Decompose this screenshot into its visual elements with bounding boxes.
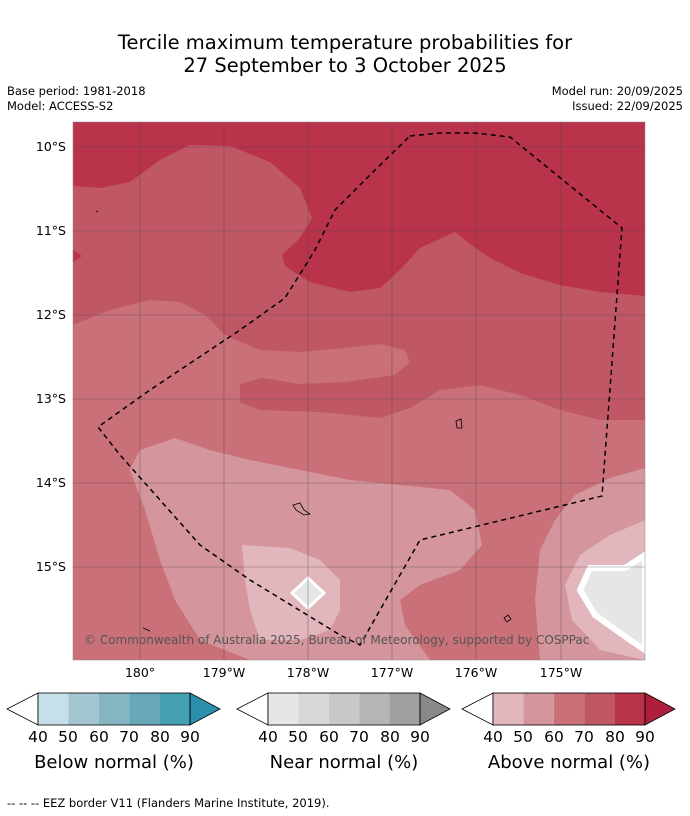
islands <box>95 210 512 632</box>
colorbar-frame <box>492 692 646 726</box>
tick: 60 <box>89 728 109 746</box>
colorbar-swatch <box>328 693 360 725</box>
tick: 70 <box>119 728 139 746</box>
map-frame <box>72 121 646 661</box>
colorbar-below-swatches <box>6 692 221 726</box>
model-name: Model: ACCESS-S2 <box>7 99 114 113</box>
tick: 50 <box>288 728 308 746</box>
colorbar-below-title: Below normal (%) <box>34 752 194 773</box>
tick: 40 <box>258 728 278 746</box>
colorbar-swatch <box>553 693 585 725</box>
lat-label: 11°S <box>35 223 66 238</box>
tick: 60 <box>319 728 339 746</box>
island-tiny <box>95 210 99 213</box>
colorbar-swatch <box>68 693 99 725</box>
colorbar-extend-low <box>461 692 494 726</box>
tick: 90 <box>635 728 655 746</box>
colorbar-swatch <box>159 693 190 725</box>
meta-left: Base period: 1981-2018 Model: ACCESS-S2 <box>7 84 146 114</box>
colorbar-above-swatches <box>461 692 676 726</box>
title-line-1: Tercile maximum temperature probabilitie… <box>117 31 573 54</box>
copyright-notice: © Commonwealth of Australia 2025, Bureau… <box>84 633 590 647</box>
colorbar-extend-low <box>6 692 39 726</box>
lon-label: 179°W <box>202 665 246 680</box>
probability-map <box>72 121 646 661</box>
tick: 80 <box>380 728 400 746</box>
island-south <box>503 614 512 623</box>
colorbar-above-title: Above normal (%) <box>487 752 651 773</box>
lat-label: 15°S <box>35 559 66 574</box>
island-east <box>455 418 463 429</box>
probability-contours <box>73 122 645 660</box>
colorbar-near-ticks: 40 50 60 70 80 90 <box>236 728 452 746</box>
contour-80-90-top <box>73 122 645 296</box>
model-run: Model run: 20/09/2025 <box>551 84 683 98</box>
lon-label: 180° <box>124 665 156 680</box>
eez-legend-footer: -- -- -- EEZ border V11 (Flanders Marine… <box>7 796 330 810</box>
colorbar-swatch <box>359 693 390 725</box>
tick: 80 <box>605 728 625 746</box>
colorbar-extend-high <box>644 692 676 726</box>
lon-label: 176°W <box>454 665 498 680</box>
colorbar-swatch <box>129 693 160 725</box>
colorbar-swatch <box>523 693 554 725</box>
issued-date: Issued: 22/09/2025 <box>572 99 683 113</box>
colorbar-swatch <box>38 693 69 725</box>
meta-right: Model run: 20/09/2025 Issued: 22/09/2025 <box>552 84 683 114</box>
graticule <box>73 122 645 660</box>
colorbar-below-normal: 40 50 60 70 80 90 Below normal (%) <box>6 692 222 773</box>
tick: 60 <box>544 728 564 746</box>
map-title: Tercile maximum temperature probabilitie… <box>0 31 690 77</box>
colorbar-swatch <box>493 693 524 725</box>
island-funafuti <box>292 502 312 516</box>
colorbar-extend-high <box>419 692 451 726</box>
colorbar-above-normal: 40 50 60 70 80 90 Above normal (%) <box>461 692 677 773</box>
colorbar-near-normal: 40 50 60 70 80 90 Near normal (%) <box>236 692 452 773</box>
colorbar-frame <box>37 692 191 726</box>
colorbar-swatch <box>584 693 615 725</box>
colorbar-swatch <box>268 693 299 725</box>
colorbar-frame <box>267 692 421 726</box>
colorbar-swatch <box>98 693 130 725</box>
tick: 50 <box>513 728 533 746</box>
tick: 40 <box>28 728 48 746</box>
eez-border <box>96 132 623 646</box>
lon-label: 175°W <box>539 665 583 680</box>
tick: 70 <box>574 728 594 746</box>
colorbar-below-ticks: 40 50 60 70 80 90 <box>6 728 222 746</box>
contour-50-60 <box>130 438 482 660</box>
colorbar-swatch <box>614 693 645 725</box>
tick: 90 <box>410 728 430 746</box>
colorbar-extend-low <box>236 692 269 726</box>
colorbar-swatch <box>389 693 420 725</box>
tick: 70 <box>349 728 369 746</box>
colorbar-above-ticks: 40 50 60 70 80 90 <box>461 728 677 746</box>
lat-label: 12°S <box>35 307 66 322</box>
title-line-2: 27 September to 3 October 2025 <box>183 54 507 77</box>
tick: 40 <box>483 728 503 746</box>
contour-80-90-west <box>73 250 82 262</box>
island-sw <box>142 627 151 632</box>
tick: 90 <box>180 728 200 746</box>
colorbar-near-swatches <box>236 692 451 726</box>
colorbar-near-title: Near normal (%) <box>269 752 419 773</box>
tick: 50 <box>58 728 78 746</box>
lon-label: 177°W <box>370 665 414 680</box>
colorbar-swatch <box>298 693 329 725</box>
lat-label: 13°S <box>35 391 66 406</box>
tick: 80 <box>150 728 170 746</box>
lat-label: 14°S <box>35 475 66 490</box>
lon-label: 178°W <box>286 665 330 680</box>
colorbar-extend-high <box>189 692 221 726</box>
lat-label: 10°S <box>35 139 66 154</box>
near-normal-patch-east <box>576 551 645 654</box>
base-period: Base period: 1981-2018 <box>7 84 146 98</box>
